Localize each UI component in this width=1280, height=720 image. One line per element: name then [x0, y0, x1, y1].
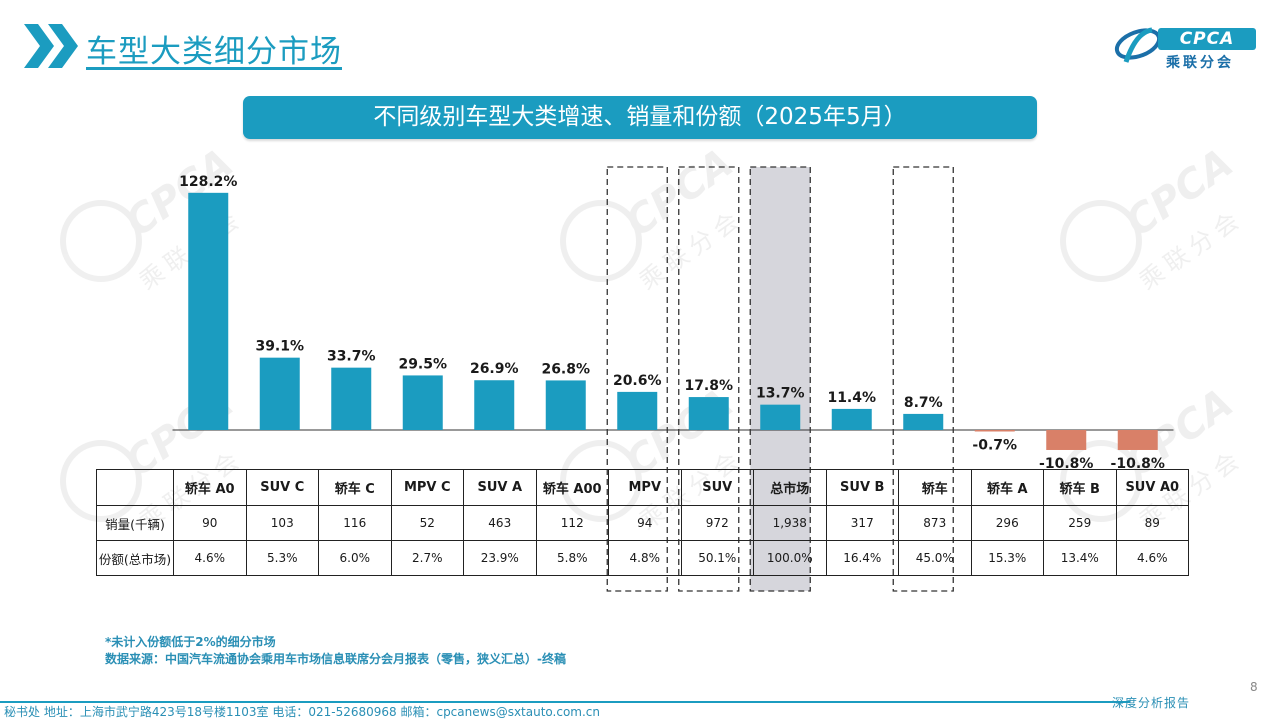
table-header-cell: MPV	[608, 469, 682, 506]
table-cell-sales: 972	[680, 505, 754, 541]
bar	[331, 367, 372, 430]
data-label: -10.8%	[1039, 456, 1093, 472]
highlight-box-dashed	[678, 166, 740, 592]
footer-divider	[0, 701, 1130, 703]
table-cell-share: 4.6%	[1115, 540, 1189, 576]
data-label: -10.8%	[1111, 456, 1165, 472]
data-label: 20.6%	[613, 373, 662, 389]
table-row-share: 份额(总市场) 4.6% 5.3% 6.0% 2.7% 23.9% 5.8% 4.8% 50.…	[96, 540, 1189, 576]
table-cell-share: 16.4%	[825, 540, 899, 576]
bar	[474, 380, 515, 430]
footer-tag: 深度分析报告	[1112, 696, 1191, 710]
table-cell-sales: 1,938	[753, 505, 827, 541]
data-label: 11.4%	[827, 390, 876, 406]
table-header-cell: 总市场	[753, 469, 827, 506]
table-corner-cell	[96, 469, 174, 506]
data-table: 轿车 A0 SUV C 轿车 C MPV C SUV A 轿车 A00 MPV SUV 总市场 S…	[96, 469, 1189, 576]
data-label: 26.8%	[541, 361, 590, 377]
data-label: 8.7%	[904, 395, 943, 411]
data-label: 128.2%	[179, 174, 237, 190]
table-cell-share: 5.3%	[245, 540, 319, 576]
highlight-box-dashed	[606, 166, 668, 592]
table-cell-sales: 112	[535, 505, 609, 541]
table-cell-share: 6.0%	[318, 540, 392, 576]
bar	[903, 413, 944, 430]
table-cell-sales: 317	[825, 505, 899, 541]
table-cell-share: 50.1%	[680, 540, 754, 576]
bar	[545, 380, 586, 430]
table-cell-sales: 259	[1043, 505, 1117, 541]
data-label: 33.7%	[327, 349, 376, 365]
bar	[760, 404, 801, 430]
bar-chart: 128.2% 39.1% 33.7% 29.5% 26.9% 26.8% 20.6% 17.8…	[172, 166, 1174, 592]
data-label: 13.7%	[756, 386, 805, 402]
logo-subtitle: 乘联分会	[1166, 55, 1234, 71]
table-cell-share: 13.4%	[1043, 540, 1117, 576]
bar	[688, 397, 729, 430]
table-cell-share: 100.0%	[753, 540, 827, 576]
cpca-logo: CPCA 乘联分会	[1112, 22, 1258, 72]
bar	[974, 430, 1015, 432]
page-title: 车型大类细分市场	[86, 34, 342, 70]
chevron-icon	[24, 24, 78, 68]
table-header-cell: SUV A0	[1115, 469, 1189, 506]
bar	[617, 391, 658, 430]
table-header-cell: 轿车 A0	[173, 469, 247, 506]
table-header-cell: 轿车 A00	[535, 469, 609, 506]
table-header-cell: MPV C	[390, 469, 464, 506]
table-cell-share: 15.3%	[970, 540, 1044, 576]
table-cell-sales: 463	[463, 505, 537, 541]
footnotes: *未计入份额低于2%的细分市场 数据来源：中国汽车流通协会乘用车市场信息联席分会…	[105, 634, 566, 668]
table-header-cell: SUV A	[463, 469, 537, 506]
footer-contact: 秘书处 地址：上海市武宁路423号18号楼1103室 电话：021-526809…	[4, 705, 601, 719]
table-cell-share: 5.8%	[535, 540, 609, 576]
table-cell-sales: 52	[390, 505, 464, 541]
footnote-source: 数据来源：中国汽车流通协会乘用车市场信息联席分会月报表（零售，狭义汇总）-终稿	[105, 652, 566, 666]
table-cell-sales: 103	[245, 505, 319, 541]
row-label-sales: 销量(千辆)	[96, 505, 174, 541]
data-label: 17.8%	[684, 378, 733, 394]
table-header-cell: SUV C	[245, 469, 319, 506]
logo-text: CPCA	[1158, 28, 1256, 50]
table-cell-sales: 89	[1115, 505, 1189, 541]
bar	[188, 192, 229, 430]
table-header-cell: 轿车 A	[970, 469, 1044, 506]
table-cell-sales: 873	[898, 505, 972, 541]
table-cell-share: 4.6%	[173, 540, 247, 576]
table-header-cell: 轿车	[898, 469, 972, 506]
chart-banner-title: 不同级别车型大类增速、销量和份额（2025年5月）	[243, 96, 1037, 139]
table-cell-sales: 296	[970, 505, 1044, 541]
table-header-cell: SUV	[680, 469, 754, 506]
table-cell-share: 4.8%	[608, 540, 682, 576]
row-label-share: 份额(总市场)	[96, 540, 174, 576]
table-cell-share: 2.7%	[390, 540, 464, 576]
table-cell-sales: 90	[173, 505, 247, 541]
footnote-share: *未计入份额低于2%的细分市场	[105, 635, 276, 649]
table-header-row: 轿车 A0 SUV C 轿车 C MPV C SUV A 轿车 A00 MPV SUV 总市场 S…	[96, 469, 1189, 506]
page-number: 8	[1250, 680, 1258, 694]
bar	[259, 357, 300, 430]
highlight-box-dashed	[892, 166, 954, 592]
table-row-sales: 销量(千辆) 90 103 116 52 463 112 94 972 1,938 317 873 2…	[96, 505, 1189, 541]
table-cell-share: 45.0%	[898, 540, 972, 576]
bar	[1117, 430, 1158, 450]
table-header-cell: 轿车 C	[318, 469, 392, 506]
data-label: -0.7%	[972, 437, 1017, 453]
bar	[402, 375, 443, 430]
table-cell-sales: 94	[608, 505, 682, 541]
table-header-cell: 轿车 B	[1043, 469, 1117, 506]
bar	[831, 408, 872, 430]
bar	[1046, 430, 1087, 450]
data-label: 29.5%	[398, 356, 447, 372]
data-label: 26.9%	[470, 361, 519, 377]
table-cell-sales: 116	[318, 505, 392, 541]
table-header-cell: SUV B	[825, 469, 899, 506]
data-label: 39.1%	[255, 339, 304, 355]
table-cell-share: 23.9%	[463, 540, 537, 576]
